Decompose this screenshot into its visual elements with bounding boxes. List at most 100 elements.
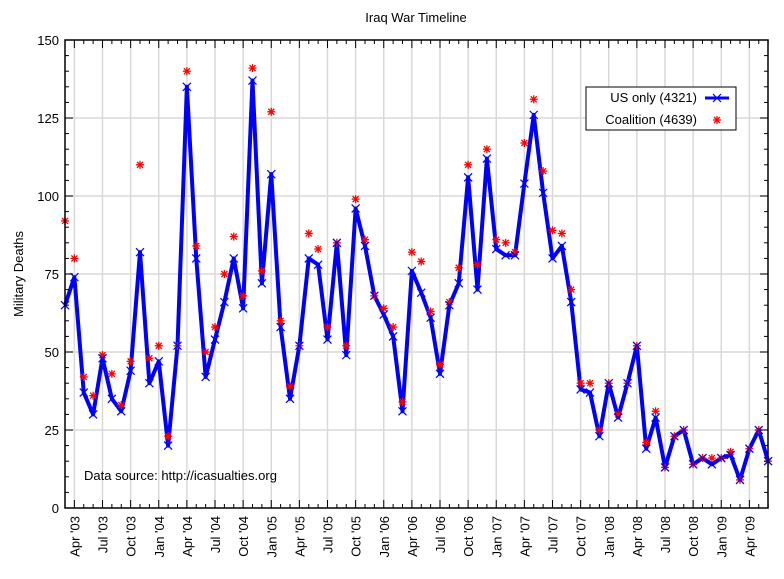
marker-stroke xyxy=(744,444,754,454)
marker-stroke xyxy=(305,229,313,237)
data-point-coalition xyxy=(211,323,219,332)
data-point-coalition xyxy=(351,195,360,204)
data-point-us xyxy=(229,253,239,263)
marker-stroke xyxy=(641,444,651,454)
data-point-coalition xyxy=(407,248,416,257)
data-point-us xyxy=(473,285,482,295)
marker-stroke xyxy=(712,93,722,103)
marker-stroke xyxy=(510,250,520,260)
data-point-coalition xyxy=(426,307,435,316)
x-tick-label: Jan '09 xyxy=(714,516,729,558)
marker-stroke xyxy=(529,110,539,120)
data-point-us xyxy=(398,406,407,416)
data-point-us xyxy=(154,356,164,366)
x-tick-label: Oct '04 xyxy=(236,516,251,557)
marker-stroke xyxy=(455,264,463,272)
legend: US only (4321) Coalition (4639) xyxy=(585,86,737,131)
data-point-coalition xyxy=(539,167,548,176)
marker-stroke xyxy=(360,241,370,251)
data-point-us xyxy=(716,453,726,463)
data-point-us xyxy=(79,388,89,397)
marker-stroke xyxy=(398,406,407,416)
data-point-coalition xyxy=(557,229,566,238)
marker-stroke xyxy=(399,398,406,406)
marker-stroke xyxy=(127,357,135,365)
marker-stroke xyxy=(577,379,585,387)
data-point-us xyxy=(604,378,614,388)
data-point-coalition xyxy=(436,360,444,369)
data-point-us xyxy=(276,322,286,332)
marker-stroke xyxy=(474,261,481,269)
x-tick-label: Apr '09 xyxy=(742,516,757,557)
data-point-us xyxy=(219,297,229,307)
marker-stroke xyxy=(342,342,350,350)
marker-stroke xyxy=(267,108,275,116)
marker-stroke xyxy=(416,288,426,298)
marker-stroke xyxy=(155,342,163,350)
marker-stroke xyxy=(473,285,482,295)
marker-stroke xyxy=(549,226,556,234)
marker-stroke xyxy=(332,238,342,248)
data-point-us xyxy=(332,238,342,248)
data-point-us xyxy=(744,444,754,454)
marker-stroke xyxy=(492,236,500,244)
data-point-coalition xyxy=(651,407,660,416)
marker-stroke xyxy=(294,341,304,351)
marker-stroke xyxy=(277,317,285,325)
data-point-us xyxy=(444,300,454,310)
data-point-coalition xyxy=(586,379,594,388)
marker-stroke xyxy=(444,300,454,310)
data-point-us xyxy=(519,179,529,188)
marker-stroke xyxy=(735,475,745,485)
marker-stroke xyxy=(464,161,472,169)
x-tick-label: Oct '03 xyxy=(124,516,139,557)
marker-stroke xyxy=(266,169,276,179)
marker-stroke xyxy=(211,323,219,331)
data-point-us xyxy=(294,341,304,351)
data-point-coalition xyxy=(529,95,538,104)
data-point-us xyxy=(566,297,576,307)
data-point-us xyxy=(510,250,520,260)
marker-stroke xyxy=(623,378,632,388)
data-point-coalition xyxy=(126,357,135,366)
y-tick-label: 0 xyxy=(52,501,59,516)
data-point-us xyxy=(613,413,623,422)
marker-stroke xyxy=(135,247,145,257)
marker-stroke xyxy=(136,161,144,169)
x-tick-label: Jan '04 xyxy=(152,516,167,558)
series-line-us xyxy=(63,78,771,482)
marker-stroke xyxy=(286,382,294,390)
data-point-coalition xyxy=(257,266,266,275)
data-point-us xyxy=(201,372,211,382)
marker-stroke xyxy=(117,401,125,409)
data-point-coalition xyxy=(379,304,388,313)
marker-stroke xyxy=(229,253,239,263)
x-tick-label: Apr '03 xyxy=(67,516,82,557)
data-point-us xyxy=(416,288,426,298)
marker-stroke xyxy=(407,266,417,276)
marker-stroke xyxy=(688,459,698,469)
marker-stroke xyxy=(454,278,464,288)
data-point-coalition xyxy=(473,260,482,269)
x-tick-label: Jan '06 xyxy=(377,516,392,558)
data-point-coalition xyxy=(89,391,98,400)
marker-stroke xyxy=(754,425,764,435)
marker-stroke xyxy=(352,195,360,203)
data-point-coalition xyxy=(464,160,473,169)
data-point-coalition xyxy=(314,245,323,254)
data-point-coalition xyxy=(707,454,716,463)
data-point-us xyxy=(529,110,539,120)
y-tick-label: 150 xyxy=(37,33,59,48)
marker-stroke xyxy=(585,388,595,397)
data-point-us xyxy=(463,172,473,182)
marker-stroke xyxy=(698,453,707,463)
data-point-us xyxy=(435,369,445,379)
data-point-us xyxy=(707,459,717,469)
data-point-coalition xyxy=(145,354,154,363)
data-point-coalition xyxy=(389,323,398,332)
data-point-coalition xyxy=(248,64,257,73)
data-point-us xyxy=(126,366,136,376)
y-tick-label: 100 xyxy=(37,189,59,204)
data-point-coalition xyxy=(548,226,557,235)
data-point-us xyxy=(407,266,417,276)
